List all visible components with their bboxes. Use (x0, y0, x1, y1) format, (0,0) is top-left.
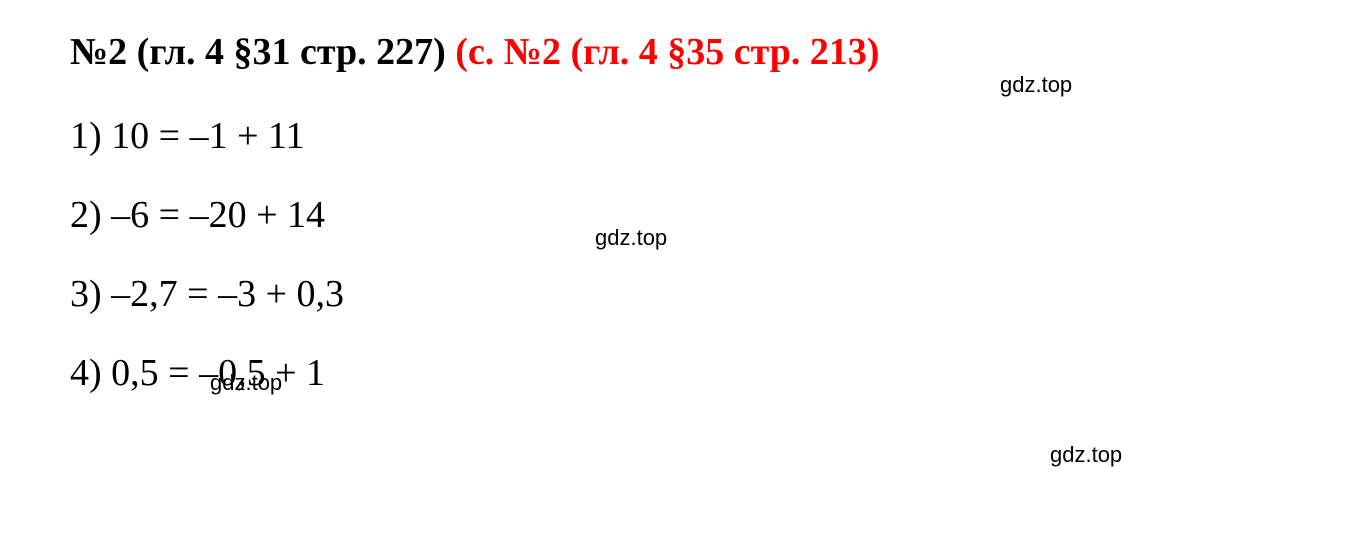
equation-2: 2) –6 = –20 + 14 (70, 193, 1301, 237)
equation-3: 3) –2,7 = –3 + 0,3 (70, 272, 1301, 316)
header-black-part: №2 (гл. 4 §31 стр. 227) (70, 31, 455, 73)
watermark-3: gdz.top (210, 370, 282, 396)
equation-1: 1) 10 = –1 + 11 (70, 114, 1301, 158)
watermark-1: gdz.top (1000, 72, 1072, 98)
watermark-2: gdz.top (595, 225, 667, 251)
header-red-part: (с. №2 (гл. 4 §35 стр. 213) (455, 31, 879, 73)
watermark-4: gdz.top (1050, 442, 1122, 468)
header-line: №2 (гл. 4 §31 стр. 227) (с. №2 (гл. 4 §3… (70, 30, 1301, 74)
